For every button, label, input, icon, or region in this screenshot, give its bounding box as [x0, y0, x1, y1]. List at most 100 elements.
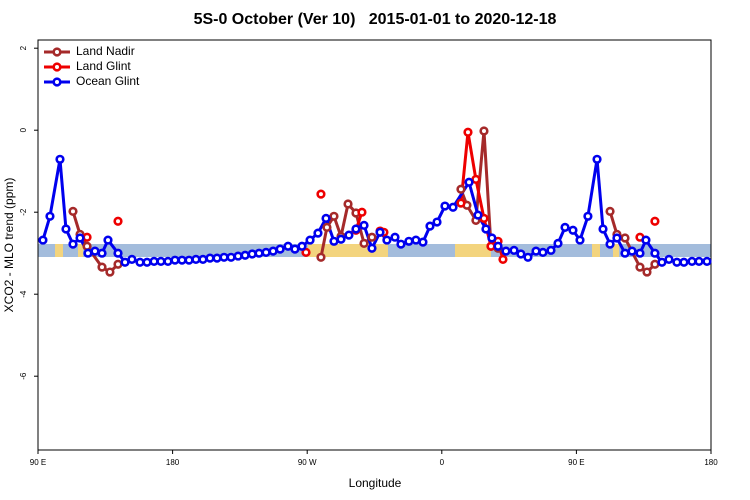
land-strip — [455, 244, 491, 257]
data-point — [375, 227, 385, 237]
data-point — [351, 224, 361, 234]
data-point — [254, 248, 264, 258]
data-point — [687, 256, 697, 267]
data-point — [305, 235, 315, 245]
data-point — [498, 254, 508, 264]
data-point — [694, 256, 704, 267]
data-point — [471, 174, 481, 184]
data-point — [290, 244, 300, 254]
plot-frame — [37, 39, 712, 451]
data-point — [464, 177, 474, 187]
legend-marker — [52, 47, 62, 57]
legend-label: Ocean Glint — [76, 74, 140, 88]
data-point — [635, 262, 645, 272]
x-tick-label: 180 — [704, 458, 718, 467]
data-point — [396, 239, 406, 249]
data-point — [105, 267, 115, 277]
data-point — [650, 216, 660, 226]
data-point — [301, 247, 311, 257]
data-point — [205, 253, 215, 263]
data-point — [456, 184, 466, 194]
data-point — [321, 213, 331, 223]
y-axis-label: XCO2 - MLO trend (ppm) — [2, 178, 16, 313]
data-point — [359, 238, 369, 248]
data-point — [113, 259, 123, 269]
data-point — [226, 252, 236, 262]
data-point — [382, 235, 392, 245]
data-point — [612, 233, 622, 243]
y-tick-label: -2 — [19, 208, 28, 216]
data-point — [367, 232, 377, 242]
chart-title: 5S-0 October (Ver 10) 2015-01-01 to 2020… — [194, 11, 557, 28]
data-point — [592, 154, 602, 164]
data-point — [635, 248, 645, 258]
data-point — [501, 246, 511, 256]
data-point — [97, 262, 107, 272]
data-point — [344, 230, 354, 240]
data-point — [247, 249, 257, 259]
data-point — [103, 235, 113, 245]
data-point — [523, 252, 533, 262]
data-point — [191, 254, 201, 264]
data-point — [261, 247, 271, 257]
data-point — [343, 199, 353, 209]
data-point — [184, 255, 194, 265]
legend-marker — [52, 77, 62, 87]
data-point — [170, 255, 180, 265]
data-point — [448, 202, 458, 212]
y-tick-label: -6 — [19, 372, 28, 380]
data-point — [135, 257, 145, 267]
data-point — [509, 245, 519, 255]
data-point — [177, 255, 187, 265]
y-tick-label: 2 — [19, 45, 28, 50]
data-point — [322, 222, 332, 232]
data-point — [650, 248, 660, 258]
data-point — [479, 126, 489, 136]
data-point — [487, 233, 497, 243]
data-point — [486, 241, 496, 251]
data-point — [233, 251, 243, 261]
data-point — [650, 259, 660, 269]
data-point — [568, 225, 578, 235]
land-strip — [78, 244, 83, 257]
data-point — [120, 257, 130, 267]
data-point — [82, 232, 92, 242]
data-point — [538, 247, 548, 257]
data-point — [359, 220, 369, 230]
x-tick-label: 90 W — [298, 458, 317, 467]
data-point — [75, 233, 85, 243]
data-point — [329, 211, 339, 221]
data-point — [672, 257, 682, 267]
data-point — [481, 224, 491, 234]
data-point — [560, 222, 570, 232]
data-point — [404, 236, 414, 246]
data-point — [240, 250, 250, 260]
legend-label: Land Glint — [76, 59, 131, 73]
data-point — [456, 198, 466, 208]
data-point — [268, 246, 278, 256]
data-point — [657, 257, 667, 267]
series-line — [71, 130, 656, 275]
data-point — [516, 249, 526, 259]
data-point — [156, 256, 166, 267]
data-point — [357, 207, 367, 217]
data-point — [113, 248, 123, 258]
data-point — [473, 210, 483, 220]
data-point — [45, 211, 55, 221]
data-point — [390, 232, 400, 242]
data-point — [316, 252, 326, 262]
land-strip — [592, 244, 600, 257]
data-point — [83, 248, 93, 258]
y-tick-label: -4 — [19, 290, 28, 298]
data-point — [702, 256, 712, 267]
data-point — [627, 246, 637, 256]
data-point — [583, 211, 593, 221]
x-tick-label: 180 — [166, 458, 180, 467]
x-tick-label: 90 E — [568, 458, 584, 467]
data-point — [531, 246, 541, 256]
data-point — [641, 235, 651, 245]
data-point — [283, 241, 293, 251]
data-point — [68, 206, 78, 216]
data-point — [68, 239, 78, 249]
